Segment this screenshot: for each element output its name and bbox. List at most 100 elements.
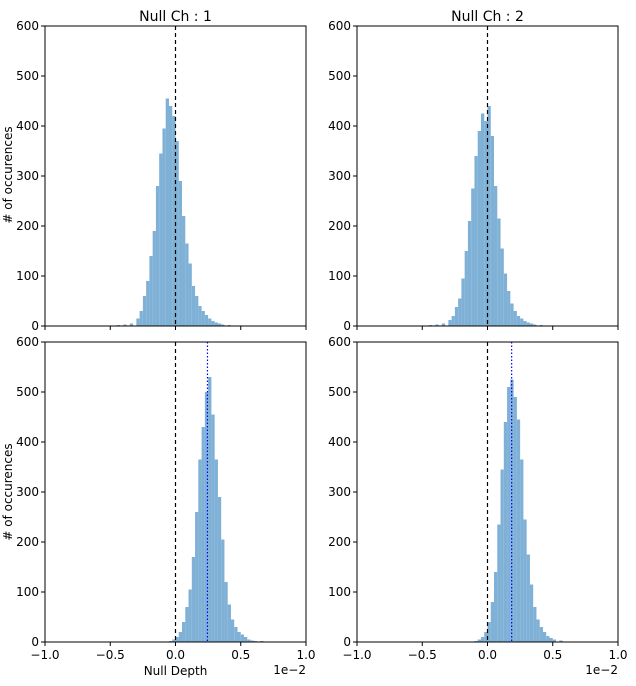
histogram-bar [227, 604, 231, 642]
histogram-bar [480, 637, 485, 642]
histogram-bar [214, 459, 218, 642]
histogram-bar [195, 296, 199, 326]
histogram-bar [182, 216, 186, 326]
histogram-bar [539, 627, 543, 642]
histogram-bar [175, 141, 179, 326]
histogram-bar [208, 318, 212, 326]
y-tick-label: 0 [31, 635, 39, 649]
histogram-bar [503, 273, 508, 326]
histogram-bar [520, 459, 524, 642]
histogram-bar [198, 459, 202, 642]
histogram-bar [214, 322, 218, 326]
histogram-bar [523, 321, 527, 326]
histogram-bar [536, 619, 540, 642]
y-tick-label: 100 [16, 269, 39, 283]
histogram-bar [513, 397, 517, 642]
histogram-bar [175, 637, 179, 642]
histogram-bar [533, 607, 537, 642]
histogram-bar [224, 582, 228, 642]
histogram-bar [526, 554, 530, 642]
y-tick-label: 200 [16, 219, 39, 233]
histogram-bar [500, 248, 504, 326]
histogram-bar [474, 156, 478, 326]
x-tick-label: 0.5 [231, 648, 250, 662]
histogram-bar [497, 218, 501, 326]
x-tick-label: 1.0 [608, 648, 627, 662]
histogram-bar [484, 632, 488, 642]
histogram-bar [247, 639, 251, 642]
histogram-bar [533, 324, 537, 326]
histogram-bar [159, 153, 163, 326]
histogram-bar [448, 320, 452, 326]
histogram-bar [185, 243, 189, 326]
x-tick-label: −1.0 [30, 648, 59, 662]
histogram-bar [454, 307, 459, 326]
y-tick-label: 100 [328, 269, 351, 283]
histogram-bar [507, 387, 511, 642]
histogram-bar [507, 291, 511, 326]
histogram-bar [217, 497, 222, 642]
panel-bottom-left: 0 100 200 300 400 500 600 −1.0 −0.5 0.0 0.5 1.0 [16, 335, 315, 662]
histogram-bar [178, 632, 183, 642]
histogram-bar [490, 136, 495, 326]
histogram-bar [211, 321, 215, 326]
histogram-bar [523, 519, 527, 642]
y-tick-label: 400 [16, 435, 39, 449]
x-tick-label: 1.0 [296, 648, 315, 662]
y-tick-label: 600 [16, 335, 39, 349]
histogram-bar [441, 323, 446, 326]
histogram-bar [136, 318, 140, 326]
x-scale-label-left: 1e−2 [273, 663, 306, 677]
y-tick-label: 0 [31, 319, 39, 333]
histogram-bar [529, 584, 534, 642]
histogram-bar [552, 639, 557, 642]
x-tick-label: 0.0 [478, 648, 497, 662]
histogram-bar [542, 632, 547, 642]
histogram-bar [221, 539, 225, 642]
histogram-bar [195, 512, 199, 642]
histogram-bar [201, 427, 205, 642]
histogram-bar [172, 639, 176, 642]
histogram-bar [480, 113, 485, 326]
histogram-bar [237, 632, 241, 642]
histogram-bar [146, 281, 150, 326]
x-tick-label: 0.0 [166, 648, 185, 662]
histogram-bar [217, 323, 222, 326]
histogram-bar [123, 324, 127, 326]
histogram-bar [494, 572, 498, 642]
histogram-bar [149, 256, 153, 326]
y-tick-label: 0 [343, 319, 351, 333]
histogram-bar [244, 637, 248, 642]
histogram-bar [526, 322, 530, 326]
histogram-bar [188, 589, 192, 642]
histogram-bar [516, 316, 521, 326]
histogram-bar [198, 306, 202, 326]
histogram-bar [211, 414, 215, 642]
histogram-bar [510, 303, 514, 326]
histogram-bar [185, 607, 189, 642]
y-tick-label: 200 [16, 535, 39, 549]
histogram-bar [168, 106, 173, 326]
y-tick-label: 300 [328, 169, 351, 183]
y-tick-label: 600 [328, 19, 351, 33]
title-right: Null Ch : 2 [451, 9, 524, 25]
histogram-bar [182, 622, 186, 642]
y-tick-label: 600 [16, 19, 39, 33]
x-tick-label: −0.5 [408, 648, 437, 662]
histogram-bar [234, 627, 238, 642]
ylabel-top: # of occurences [1, 126, 15, 223]
panel-bottom-right: 0 100 200 300 400 500 600 −1.0 −0.5 0.0 0.5 1.0 [328, 335, 627, 662]
histogram-bar [467, 221, 472, 326]
histogram-bar [487, 106, 491, 326]
histogram-bar [240, 634, 245, 642]
panel-top-right: 0 100 200 300 400 500 600 [328, 19, 619, 333]
panel-top-left: 0 100 200 300 400 500 600 [16, 19, 307, 333]
x-tick-label: −0.5 [96, 648, 125, 662]
histogram-bar [204, 315, 209, 326]
histogram-bar [208, 377, 212, 642]
histogram-bar [549, 638, 553, 642]
histogram-bar [516, 419, 521, 642]
y-tick-label: 500 [16, 385, 39, 399]
y-tick-label: 300 [16, 485, 39, 499]
